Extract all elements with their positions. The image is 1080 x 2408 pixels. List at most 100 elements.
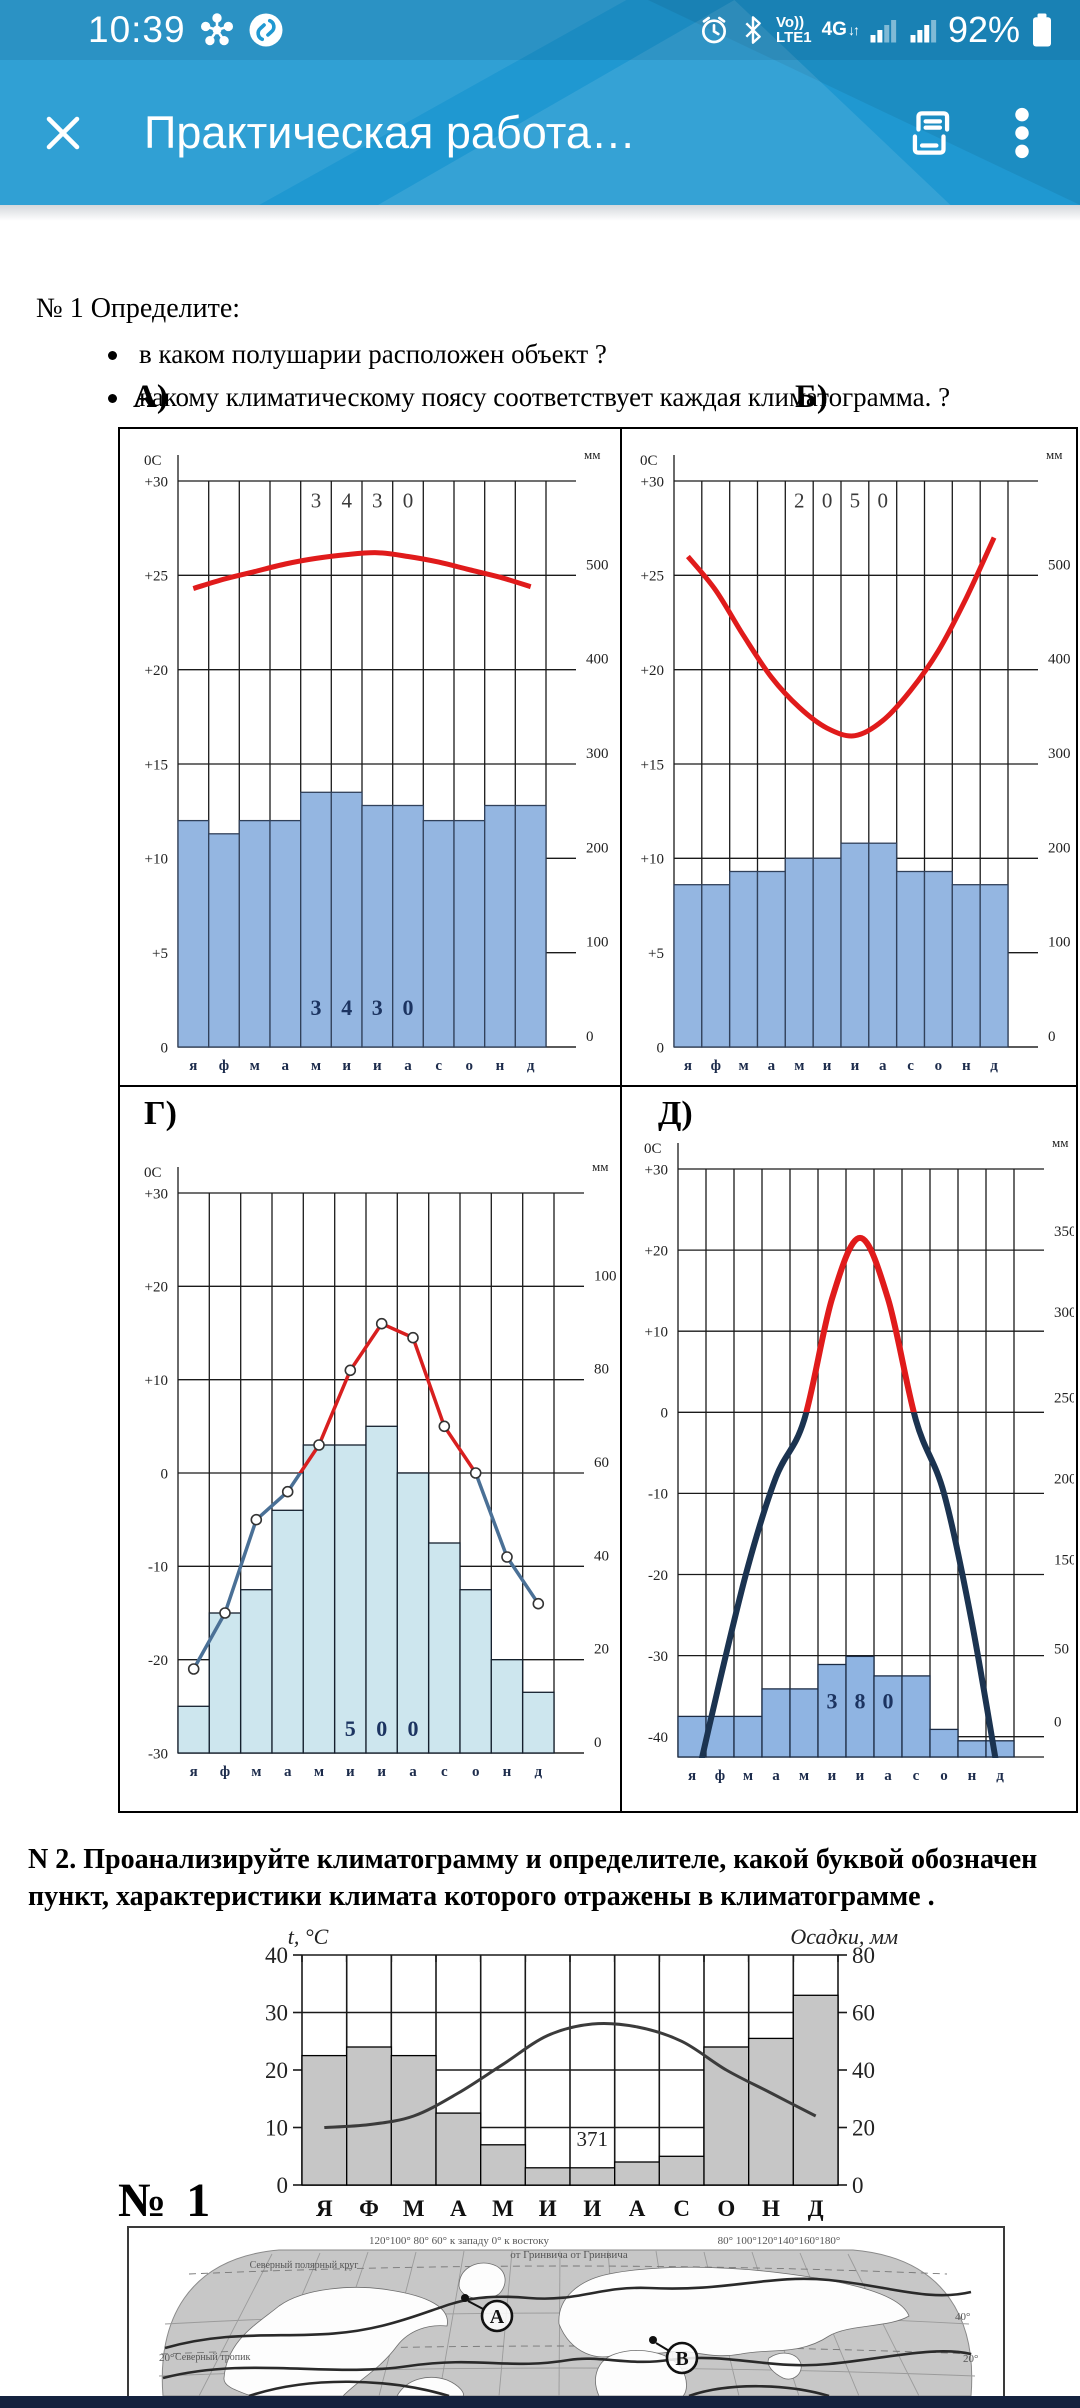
climatogram-grid: 0C мм +30 +25 +20 +15 +10 +5 0 500 400 300 200 100 0 я ф… bbox=[118, 427, 1078, 1813]
temp-line bbox=[698, 1234, 999, 1758]
svg-text:-10: -10 bbox=[648, 1487, 668, 1503]
svg-text:с: с bbox=[441, 1764, 448, 1780]
shazam-icon bbox=[248, 12, 284, 48]
mobile-view-button[interactable] bbox=[906, 106, 956, 160]
climatogram-d-slot: 0C мм +30 +20 +10 0 -10 -20 -30 -40 350 300 250 200 15… bbox=[622, 1129, 1077, 1796]
svg-text:и: и bbox=[342, 1058, 351, 1074]
svg-text:+30: +30 bbox=[641, 474, 664, 490]
svg-text:150: 150 bbox=[1054, 1553, 1074, 1569]
climatogram-n2-slot: t, °C Осадки, мм 40 30 20 10 0 80 60 40 20 0 Я Ф М А М И И… bbox=[252, 1924, 900, 2236]
map-tropic-label: Северный тропик bbox=[175, 2352, 250, 2363]
svg-text:н: н bbox=[496, 1058, 505, 1074]
svg-text:0: 0 bbox=[586, 1029, 594, 1045]
map-lat-20: 20° bbox=[963, 2353, 978, 2365]
svg-text:0C: 0C bbox=[144, 1165, 162, 1181]
top-bars: 10:39 bbox=[0, 0, 1080, 205]
svg-text:и: и bbox=[377, 1764, 386, 1780]
chart-label-d: Д) bbox=[658, 1095, 693, 1132]
close-button[interactable] bbox=[42, 112, 84, 154]
svg-text:С: С bbox=[673, 2196, 690, 2221]
temp-line bbox=[187, 1317, 545, 1675]
svg-text:и: и bbox=[373, 1058, 382, 1074]
app-bar: Практическая работа… bbox=[0, 60, 1080, 205]
svg-text:я: я bbox=[684, 1058, 692, 1074]
svg-text:+20: +20 bbox=[641, 663, 664, 679]
svg-text:а: а bbox=[284, 1764, 292, 1780]
svg-text:t, °C: t, °C bbox=[288, 1929, 329, 1949]
temp-line bbox=[324, 2021, 817, 2129]
svg-text:+25: +25 bbox=[145, 569, 168, 585]
clock: 10:39 bbox=[88, 9, 186, 50]
svg-text:20: 20 bbox=[852, 2116, 875, 2141]
svg-text:+5: +5 bbox=[152, 946, 168, 962]
svg-text:а: а bbox=[409, 1764, 417, 1780]
svg-text:0: 0 bbox=[161, 1040, 169, 1056]
map-marker-b: В bbox=[649, 2336, 699, 2375]
svg-text:0: 0 bbox=[1048, 1029, 1056, 1045]
climatogram-g: 0C мм +30 +20 +10 0 -10 -20 -30 100 80 60 40 20 0 я ф м а м… bbox=[144, 1159, 617, 1780]
climatogram-cell-b: 0C мм +30 +25 +20 +15 +10 +5 0 500 400 300 200 100 0 я ф… bbox=[622, 429, 1076, 1087]
svg-text:60: 60 bbox=[852, 2001, 875, 2026]
list-item: в каком полушарии расположен объект ? bbox=[108, 339, 950, 370]
map-coords-east: 80° 100°120°140°160°180° bbox=[718, 2235, 841, 2247]
map-marker-a: А bbox=[461, 2294, 514, 2333]
svg-text:-20: -20 bbox=[648, 1568, 668, 1584]
svg-text:0C: 0C bbox=[144, 453, 162, 469]
document-page[interactable]: № 1 Определите: в каком полушарии распол… bbox=[0, 221, 1080, 2408]
svg-text:200: 200 bbox=[1048, 840, 1071, 856]
svg-text:50: 50 bbox=[1054, 1642, 1069, 1658]
svg-text:о: о bbox=[940, 1768, 948, 1784]
precip-bars bbox=[301, 1994, 839, 2186]
svg-text:м: м bbox=[794, 1058, 804, 1074]
svg-text:4: 4 bbox=[341, 995, 352, 1020]
svg-text:0: 0 bbox=[822, 488, 833, 512]
svg-text:8: 8 bbox=[855, 1688, 866, 1713]
svg-text:а: а bbox=[768, 1058, 776, 1074]
svg-text:100: 100 bbox=[594, 1268, 617, 1284]
svg-text:Н: Н bbox=[762, 2196, 780, 2221]
svg-text:М: М bbox=[403, 2196, 425, 2221]
svg-text:о: о bbox=[466, 1058, 474, 1074]
overflow-menu-button[interactable] bbox=[1014, 107, 1030, 159]
annual-precip-label: 371 bbox=[577, 2127, 609, 2151]
svg-text:-40: -40 bbox=[648, 1730, 668, 1746]
precip-bars bbox=[673, 842, 1009, 1048]
list-item: какому климатическому поясу соответствуе… bbox=[108, 382, 950, 413]
svg-text:0C: 0C bbox=[644, 1141, 662, 1157]
svg-text:+10: +10 bbox=[145, 1373, 168, 1389]
climatogram-cell-d: Д) 0C мм +30 +20 +10 0 -10 -20 -30 -40 350 300 250 20… bbox=[622, 1087, 1077, 1811]
svg-text:+10: +10 bbox=[645, 1325, 668, 1341]
molecule-notification-icon bbox=[200, 13, 234, 47]
svg-text:-30: -30 bbox=[148, 1746, 168, 1762]
svg-text:-30: -30 bbox=[648, 1649, 668, 1665]
svg-text:100: 100 bbox=[1048, 935, 1071, 951]
svg-text:и: и bbox=[828, 1768, 837, 1784]
svg-text:и: и bbox=[856, 1768, 865, 1784]
svg-text:д: д bbox=[990, 1058, 998, 1074]
svg-text:м: м bbox=[251, 1764, 261, 1780]
svg-text:а: а bbox=[884, 1768, 892, 1784]
axis-labels: 0C мм +30 +20 +10 0 -10 -20 -30 100 80 60 40 20 0 bbox=[144, 1159, 617, 1762]
svg-text:5: 5 bbox=[345, 1716, 356, 1741]
svg-text:+30: +30 bbox=[145, 1186, 168, 1202]
svg-text:а: а bbox=[404, 1058, 412, 1074]
svg-text:ф: ф bbox=[220, 1764, 230, 1780]
svg-text:+20: +20 bbox=[145, 1280, 168, 1296]
svg-text:-10: -10 bbox=[148, 1560, 168, 1576]
signal-icon bbox=[868, 15, 898, 45]
svg-text:40: 40 bbox=[852, 2058, 875, 2083]
svg-text:0: 0 bbox=[403, 995, 414, 1020]
svg-text:и: и bbox=[851, 1058, 860, 1074]
chart-label-b: Б) bbox=[795, 379, 828, 415]
svg-text:д: д bbox=[527, 1058, 535, 1074]
svg-text:3: 3 bbox=[372, 488, 383, 512]
axis-labels: 0C мм+30+20+100-10-20-30-4035030025020015… bbox=[644, 1135, 1077, 1746]
svg-text:3: 3 bbox=[311, 995, 322, 1020]
svg-text:А: А bbox=[629, 2196, 646, 2221]
